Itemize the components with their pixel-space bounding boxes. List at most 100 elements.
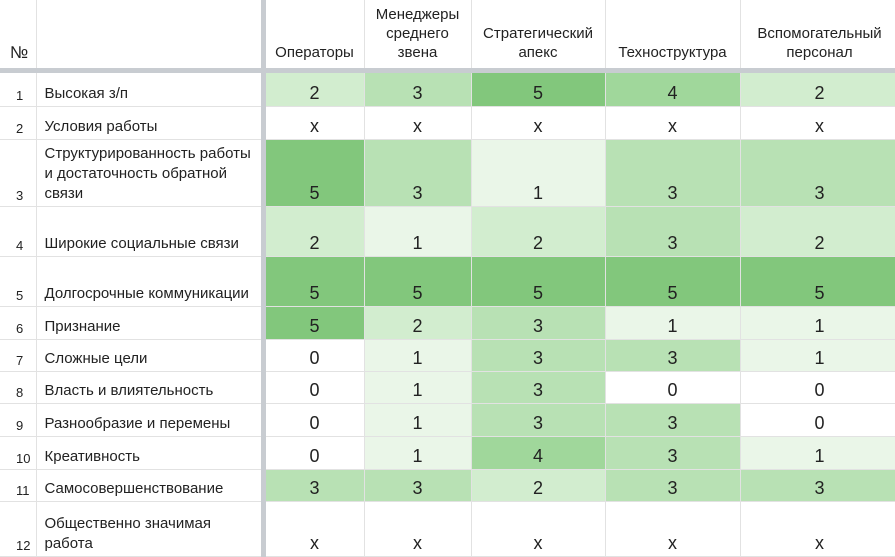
value-cell[interactable]: 3 <box>605 469 741 502</box>
table-row: 7 Сложные цели 0 1 3 3 1 <box>0 339 895 372</box>
row-number[interactable]: 10 <box>0 436 37 470</box>
header-operators[interactable]: Операторы <box>263 0 365 73</box>
header-label[interactable] <box>36 0 266 73</box>
header-strategic-apex[interactable]: Стратегический апекс <box>471 0 606 73</box>
value-cell[interactable]: 0 <box>740 371 895 404</box>
table-row: 1 Высокая з/п 2 3 5 4 2 <box>0 70 895 107</box>
table-row: 4 Широкие социальные связи 2 1 2 3 2 <box>0 206 895 257</box>
header-support-staff[interactable]: Вспомогательный персонал <box>740 0 895 73</box>
value-cell[interactable]: 1 <box>364 206 472 257</box>
value-cell[interactable]: 0 <box>263 339 365 372</box>
row-number[interactable]: 1 <box>0 70 37 107</box>
row-number[interactable]: 5 <box>0 256 37 307</box>
value-cell[interactable]: 4 <box>471 436 606 470</box>
row-label[interactable]: Разнообразие и перемены <box>36 403 266 437</box>
value-cell[interactable]: 1 <box>740 436 895 470</box>
value-cell[interactable]: 0 <box>263 436 365 470</box>
value-cell[interactable]: 3 <box>740 469 895 502</box>
value-cell[interactable]: x <box>263 501 365 557</box>
value-cell[interactable]: 3 <box>471 306 606 340</box>
value-cell[interactable]: x <box>364 106 472 140</box>
row-label[interactable]: Креативность <box>36 436 266 470</box>
row-number[interactable]: 2 <box>0 106 37 140</box>
value-cell[interactable]: x <box>605 501 741 557</box>
value-cell[interactable]: x <box>263 106 365 140</box>
value-cell[interactable]: 2 <box>471 469 606 502</box>
value-cell[interactable]: 1 <box>471 139 606 207</box>
row-label[interactable]: Долгосрочные коммуникации <box>36 256 266 307</box>
value-cell[interactable]: 3 <box>605 206 741 257</box>
value-cell[interactable]: 3 <box>605 436 741 470</box>
value-cell[interactable]: 5 <box>263 256 365 307</box>
value-cell[interactable]: 5 <box>471 70 606 107</box>
row-label[interactable]: Широкие социальные связи <box>36 206 266 257</box>
row-number[interactable]: 6 <box>0 306 37 340</box>
value-cell[interactable]: x <box>471 501 606 557</box>
row-label[interactable]: Самосовершенствование <box>36 469 266 502</box>
value-cell[interactable]: 3 <box>605 403 741 437</box>
value-cell[interactable]: 5 <box>263 139 365 207</box>
value-cell[interactable]: x <box>471 106 606 140</box>
row-number[interactable]: 8 <box>0 371 37 404</box>
value-cell[interactable]: 1 <box>364 371 472 404</box>
header-middle-managers[interactable]: Менеджеры среднего звена <box>364 0 472 73</box>
value-cell[interactable]: 1 <box>364 403 472 437</box>
value-cell[interactable]: 1 <box>364 436 472 470</box>
table-row: 2 Условия работы x x x x x <box>0 106 895 140</box>
value-cell[interactable]: 3 <box>471 339 606 372</box>
value-cell[interactable]: 2 <box>263 206 365 257</box>
value-cell[interactable]: 0 <box>263 371 365 404</box>
header-technostructure[interactable]: Техноструктура <box>605 0 741 73</box>
value-cell[interactable]: 1 <box>364 339 472 372</box>
value-cell[interactable]: x <box>605 106 741 140</box>
value-cell[interactable]: 3 <box>364 469 472 502</box>
value-cell[interactable]: 0 <box>605 371 741 404</box>
table-row: 12 Общественно значимая работа x x x x x <box>0 501 895 557</box>
value-cell[interactable]: 3 <box>471 371 606 404</box>
value-cell[interactable]: x <box>740 106 895 140</box>
value-cell[interactable]: 3 <box>740 139 895 207</box>
value-cell[interactable]: 5 <box>740 256 895 307</box>
row-label[interactable]: Власть и влиятельность <box>36 371 266 404</box>
value-cell[interactable]: 3 <box>364 70 472 107</box>
value-cell[interactable]: 3 <box>471 403 606 437</box>
value-cell[interactable]: x <box>364 501 472 557</box>
value-cell[interactable]: 3 <box>364 139 472 207</box>
header-num[interactable]: № <box>0 0 37 73</box>
value-cell[interactable]: 1 <box>740 306 895 340</box>
table-row: 6 Признание 5 2 3 1 1 <box>0 306 895 340</box>
value-cell[interactable]: 2 <box>364 306 472 340</box>
row-label[interactable]: Признание <box>36 306 266 340</box>
row-number[interactable]: 3 <box>0 139 37 207</box>
row-label[interactable]: Условия работы <box>36 106 266 140</box>
value-cell[interactable]: 2 <box>263 70 365 107</box>
row-number[interactable]: 11 <box>0 469 37 502</box>
value-cell[interactable]: 5 <box>471 256 606 307</box>
value-cell[interactable]: 5 <box>364 256 472 307</box>
value-cell[interactable]: 0 <box>740 403 895 437</box>
value-cell[interactable]: x <box>740 501 895 557</box>
value-cell[interactable]: 1 <box>605 306 741 340</box>
value-cell[interactable]: 0 <box>263 403 365 437</box>
value-cell[interactable]: 3 <box>263 469 365 502</box>
value-cell[interactable]: 3 <box>605 339 741 372</box>
row-label[interactable]: Высокая з/п <box>36 70 266 107</box>
header-row: № Операторы Менеджеры среднего звена Стр… <box>0 0 895 73</box>
value-cell[interactable]: 4 <box>605 70 741 107</box>
row-number[interactable]: 7 <box>0 339 37 372</box>
table-row: 10 Креативность 0 1 4 3 1 <box>0 436 895 470</box>
value-cell[interactable]: 5 <box>263 306 365 340</box>
row-label[interactable]: Сложные цели <box>36 339 266 372</box>
row-label[interactable]: Структурированность работы и достаточнос… <box>36 139 266 207</box>
value-cell[interactable]: 2 <box>471 206 606 257</box>
value-cell[interactable]: 2 <box>740 206 895 257</box>
table-row: 9 Разнообразие и перемены 0 1 3 3 0 <box>0 403 895 437</box>
row-label[interactable]: Общественно значимая работа <box>36 501 266 557</box>
value-cell[interactable]: 2 <box>740 70 895 107</box>
row-number[interactable]: 4 <box>0 206 37 257</box>
value-cell[interactable]: 3 <box>605 139 741 207</box>
row-number[interactable]: 12 <box>0 501 37 557</box>
row-number[interactable]: 9 <box>0 403 37 437</box>
value-cell[interactable]: 5 <box>605 256 741 307</box>
value-cell[interactable]: 1 <box>740 339 895 372</box>
